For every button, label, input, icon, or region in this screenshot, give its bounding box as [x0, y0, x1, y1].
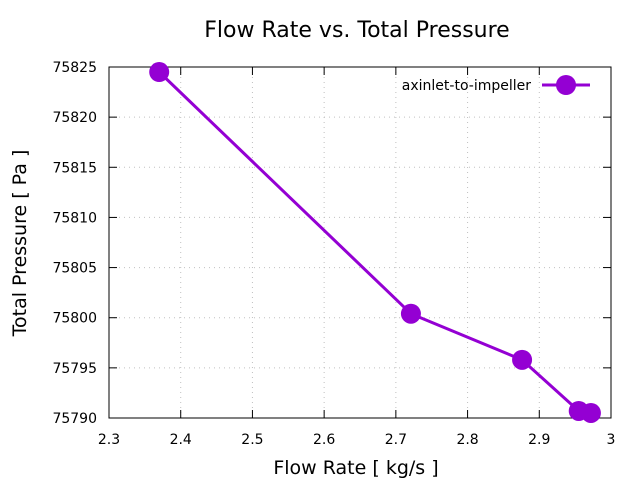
- y-tick-label: 75820: [52, 110, 97, 126]
- legend-marker: [556, 75, 576, 95]
- y-tick-label: 75815: [52, 160, 97, 176]
- x-tick-label: 2.6: [313, 432, 335, 448]
- x-tick-label: 2.9: [528, 432, 550, 448]
- data-point: [512, 349, 533, 370]
- data-point: [149, 62, 170, 83]
- chart-title: Flow Rate vs. Total Pressure: [204, 18, 509, 43]
- x-tick-label: 2.5: [241, 432, 263, 448]
- grid: [109, 67, 611, 418]
- x-axis-ticks: 2.3 2.4 2.5 2.6 2.7 2.8 2.9 3: [98, 67, 616, 448]
- series-layer: [149, 62, 601, 423]
- y-tick-label: 75790: [52, 411, 97, 427]
- x-tick-label: 2.7: [385, 432, 407, 448]
- y-axis-title: Total Pressure [ Pa ]: [9, 150, 31, 338]
- legend-label: axinlet-to-impeller: [402, 78, 531, 94]
- plot-border: [108, 66, 612, 419]
- y-tick-label: 75805: [52, 261, 97, 277]
- data-point: [580, 402, 601, 423]
- y-tick-label: 75795: [52, 361, 97, 377]
- y-tick-label: 75810: [52, 210, 97, 226]
- y-tick-label: 75800: [52, 311, 97, 327]
- y-tick-label: 75825: [52, 60, 97, 76]
- x-tick-label: 3: [607, 432, 616, 448]
- x-axis-title: Flow Rate [ kg/s ]: [273, 457, 438, 479]
- x-tick-label: 2.4: [170, 432, 192, 448]
- y-axis-ticks: 75790 75795 75800 75805 75810 75815 75820 75825: [52, 60, 611, 427]
- data-point: [400, 303, 421, 324]
- legend: axinlet-to-impeller: [402, 75, 590, 95]
- x-tick-label: 2.8: [456, 432, 478, 448]
- x-tick-label: 2.3: [98, 432, 120, 448]
